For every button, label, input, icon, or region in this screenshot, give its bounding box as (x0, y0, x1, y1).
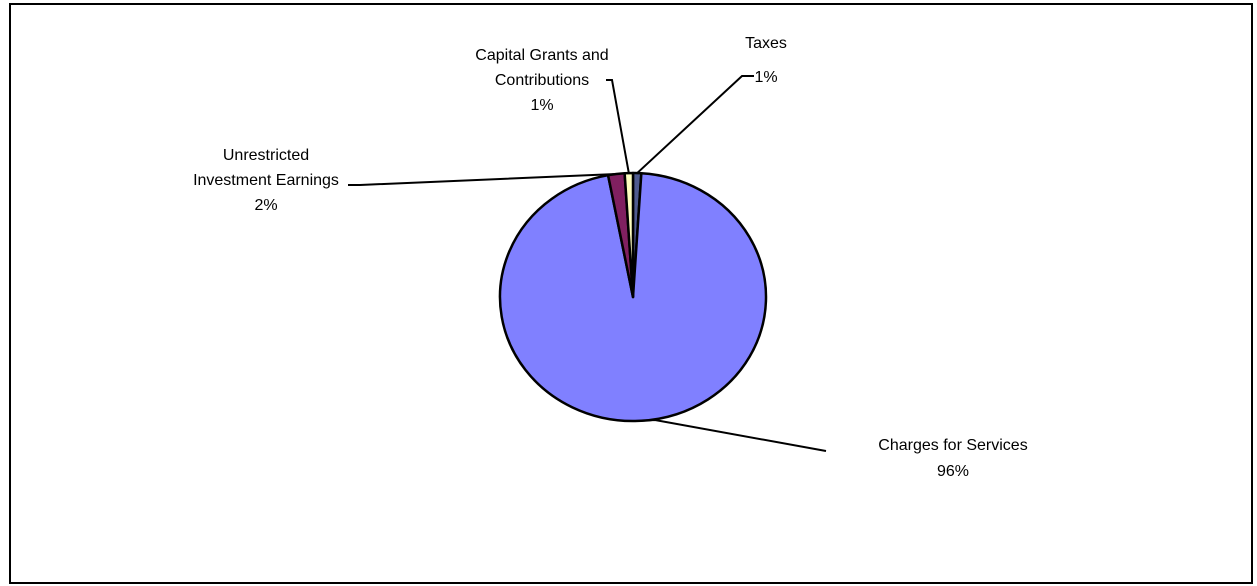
slice-percent-label: 2% (254, 197, 277, 214)
slice-label: Charges for Services (878, 437, 1027, 454)
pie-slice-capital-grants-and-contributions (623, 171, 635, 299)
pie-slices (498, 171, 768, 423)
slice-labels: Taxes 1% Charges for Services 96% Unrestrict… (193, 35, 1028, 480)
leader-line (348, 172, 617, 186)
leader-line (636, 75, 754, 174)
leader-lines (348, 75, 827, 452)
slice-percent-label: 1% (530, 97, 553, 114)
slice-percent-label: 1% (754, 69, 777, 86)
slice-label: Unrestricted (223, 147, 309, 164)
slice-percent-label: 96% (937, 463, 969, 480)
slice-label: Investment Earnings (193, 172, 339, 189)
slice-label: Capital Grants and (475, 47, 608, 64)
slice-label: Contributions (495, 72, 589, 89)
leader-line (606, 79, 630, 174)
leader-line (641, 418, 827, 452)
slice-label: Taxes (745, 35, 787, 52)
